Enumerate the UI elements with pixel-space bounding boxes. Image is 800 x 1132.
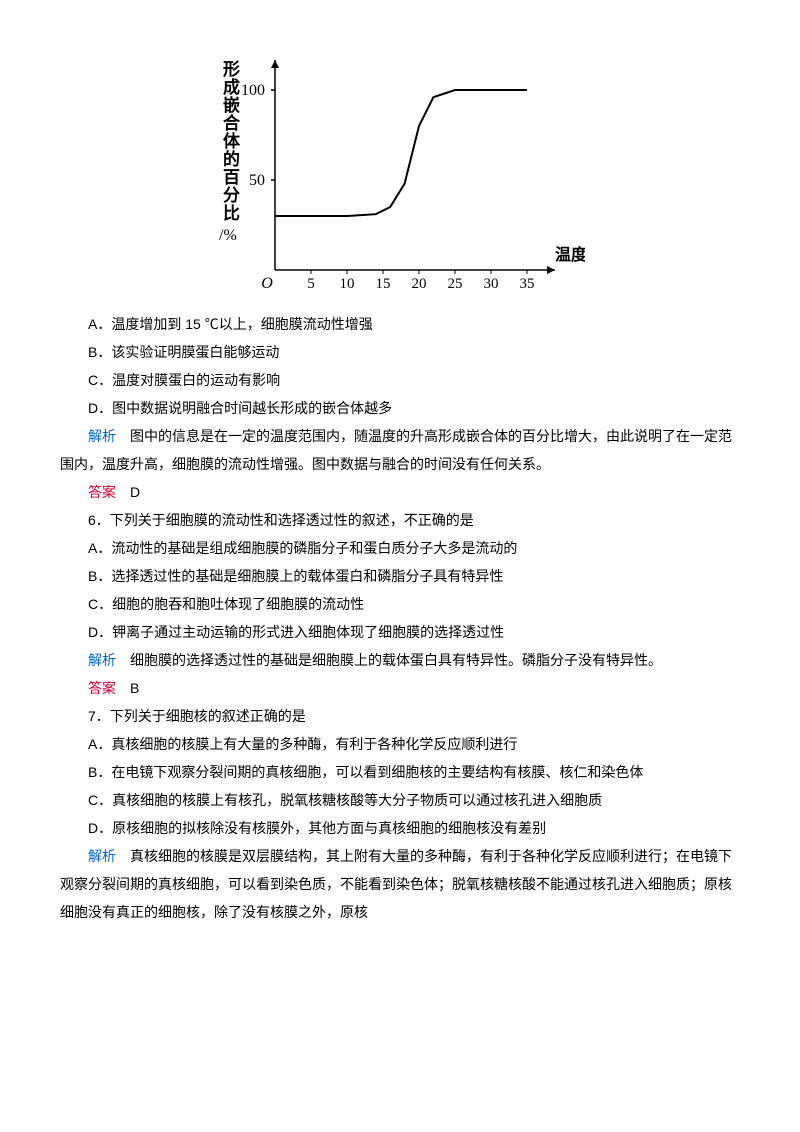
q5-option-c: C．温度对膜蛋白的运动有影响 (60, 366, 740, 394)
x-tick-15: 15 (376, 276, 391, 292)
svg-text:分: 分 (223, 186, 240, 205)
analysis-label: 解析 (88, 848, 116, 864)
svg-text:/%: /% (219, 227, 237, 244)
q5-answer: 答案 D (60, 478, 740, 506)
svg-text:成: 成 (223, 77, 240, 97)
mosaic-chart: 50 100 5 10 15 20 25 30 35 O 形 成 嵌 (215, 40, 585, 300)
q5-option-d: D．图中数据说明融合时间越长形成的嵌合体越多 (60, 394, 740, 422)
q5-analysis: 解析 图中的信息是在一定的温度范围内，随温度的升高形成嵌合体的百分比增大，由此说… (60, 422, 740, 478)
svg-text:嵌: 嵌 (223, 96, 240, 115)
analysis-label: 解析 (88, 428, 116, 444)
y-axis-label: 形 成 嵌 合 体 的 百 分 比 /% (219, 59, 241, 244)
q6-option-c: C．细胞的胞吞和胞吐体现了细胞膜的流动性 (60, 590, 740, 618)
svg-text:形: 形 (223, 59, 240, 79)
chart-container: 50 100 5 10 15 20 25 30 35 O 形 成 嵌 (60, 40, 740, 300)
q7-analysis: 解析 真核细胞的核膜是双层膜结构，其上附有大量的多种酶，有利于各种化学反应顺利进… (60, 842, 740, 926)
x-axis-label: 温度 /℃ (554, 245, 585, 264)
y-tick-100: 100 (241, 82, 265, 99)
x-tick-5: 5 (307, 276, 315, 292)
q7-option-d: D．原核细胞的拟核除没有核膜外，其他方面与真核细胞的细胞核没有差别 (60, 814, 740, 842)
svg-text:比: 比 (223, 203, 240, 223)
q7-option-b: B．在电镜下观察分裂间期的真核细胞，可以看到细胞核的主要结构有核膜、核仁和染色体 (60, 758, 740, 786)
q7-option-a: A．真核细胞的核膜上有大量的多种酶，有利于各种化学反应顺利进行 (60, 730, 740, 758)
svg-text:体: 体 (223, 131, 241, 151)
x-tick-20: 20 (412, 276, 427, 292)
analysis-label: 解析 (88, 652, 116, 668)
q6-stem: 6．下列关于细胞膜的流动性和选择透过性的叙述，不正确的是 (60, 506, 740, 534)
svg-text:百: 百 (223, 168, 240, 187)
svg-text:的: 的 (223, 149, 240, 169)
svg-text:合: 合 (223, 113, 241, 133)
curve-line (275, 90, 527, 216)
y-tick-50: 50 (249, 172, 265, 189)
x-tick-10: 10 (340, 276, 355, 292)
q6-option-a: A．流动性的基础是组成细胞膜的磷脂分子和蛋白质分子大多是流动的 (60, 534, 740, 562)
q5-option-a: A．温度增加到 15 ℃以上，细胞膜流动性增强 (60, 310, 740, 338)
x-tick-25: 25 (448, 276, 463, 292)
q5-option-b: B．该实验证明膜蛋白能够运动 (60, 338, 740, 366)
q6-option-b: B．选择透过性的基础是细胞膜上的载体蛋白和磷脂分子具有特异性 (60, 562, 740, 590)
q6-answer: 答案 B (60, 674, 740, 702)
answer-label: 答案 (88, 680, 116, 696)
answer-label: 答案 (88, 484, 116, 500)
q6-analysis: 解析 细胞膜的选择透过性的基础是细胞膜上的载体蛋白具有特异性。磷脂分子没有特异性… (60, 646, 740, 674)
x-tick-35: 35 (520, 276, 535, 292)
x-tick-30: 30 (484, 276, 499, 292)
origin-label: O (261, 275, 273, 292)
q7-stem: 7．下列关于细胞核的叙述正确的是 (60, 702, 740, 730)
q7-option-c: C．真核细胞的核膜上有核孔，脱氧核糖核酸等大分子物质可以通过核孔进入细胞质 (60, 786, 740, 814)
q6-option-d: D．钾离子通过主动运输的形式进入细胞体现了细胞膜的选择透过性 (60, 618, 740, 646)
